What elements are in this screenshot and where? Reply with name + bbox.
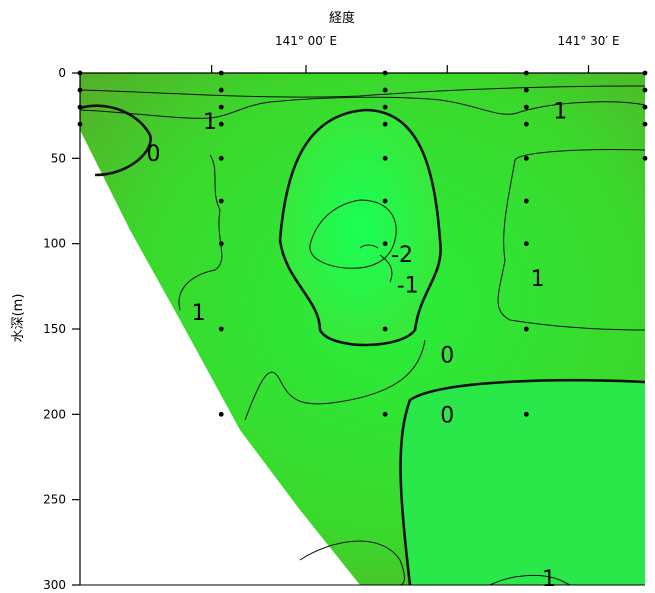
contour-label: 0	[146, 142, 160, 167]
contour-label: 1	[553, 100, 567, 125]
contour-labels: 1 0 1 -2 -1 1 1 0 0 1	[146, 100, 567, 593]
station-dot	[218, 121, 224, 127]
contour-label: -1	[397, 274, 419, 299]
station-dot	[523, 326, 529, 332]
station-dot	[218, 241, 224, 247]
y-tick-label: 50	[51, 151, 66, 165]
station-dot	[382, 87, 388, 93]
station-dot	[523, 411, 529, 417]
y-tick-label: 250	[43, 493, 66, 507]
station-dot	[382, 241, 388, 247]
station-dot	[523, 155, 529, 161]
y-axis-title: 水深(m)	[11, 294, 26, 343]
station-dot	[382, 155, 388, 161]
contour-lines	[80, 85, 645, 585]
station-dot	[218, 104, 224, 110]
contour-label: 1	[203, 110, 217, 135]
deep-region	[400, 380, 645, 585]
x-tick-label: 141° 30′ E	[557, 34, 619, 48]
y-tick-label: 200	[43, 407, 66, 421]
station-dot	[642, 155, 648, 161]
station-dot	[218, 155, 224, 161]
y-tick-label: 100	[43, 237, 66, 251]
station-dot	[382, 411, 388, 417]
y-ticks: 0 50 100 150 200 250 300	[43, 66, 80, 592]
station-dot	[218, 87, 224, 93]
station-dot	[523, 87, 529, 93]
cold-core-contours	[309, 199, 397, 283]
x-ticks: 141° 00′ E 141° 30′ E	[211, 34, 620, 73]
station-dot	[523, 241, 529, 247]
contour-label: -2	[391, 243, 413, 268]
x-axis: 141° 00′ E 141° 30′ E	[80, 34, 645, 586]
contour-label: 1	[531, 267, 545, 292]
y-tick-label: 150	[43, 322, 66, 336]
x-axis-title: 経度	[329, 10, 355, 26]
y-tick-label: 300	[43, 578, 66, 592]
station-dot	[642, 87, 648, 93]
cold-core-region	[280, 110, 441, 345]
contour-label: 0	[440, 344, 454, 369]
contour-label: 1	[542, 567, 556, 592]
plot-area	[80, 73, 645, 585]
zero-contours	[80, 104, 645, 585]
y-tick-label: 0	[58, 66, 66, 80]
station-dot	[642, 121, 648, 127]
station-dot	[382, 326, 388, 332]
station-dot	[523, 121, 529, 127]
station-dot	[218, 411, 224, 417]
station-dot	[218, 198, 224, 204]
contour-label: 1	[192, 301, 206, 326]
station-dot	[523, 198, 529, 204]
station-dot	[523, 104, 529, 110]
station-dot	[382, 104, 388, 110]
station-dot	[218, 326, 224, 332]
station-dot	[382, 198, 388, 204]
y-axis: 0 50 100 150 200 250 300	[43, 66, 81, 592]
x-tick-label: 141° 00′ E	[275, 34, 337, 48]
station-dot	[642, 104, 648, 110]
station-dot	[382, 121, 388, 127]
contour-label: 0	[440, 403, 454, 428]
